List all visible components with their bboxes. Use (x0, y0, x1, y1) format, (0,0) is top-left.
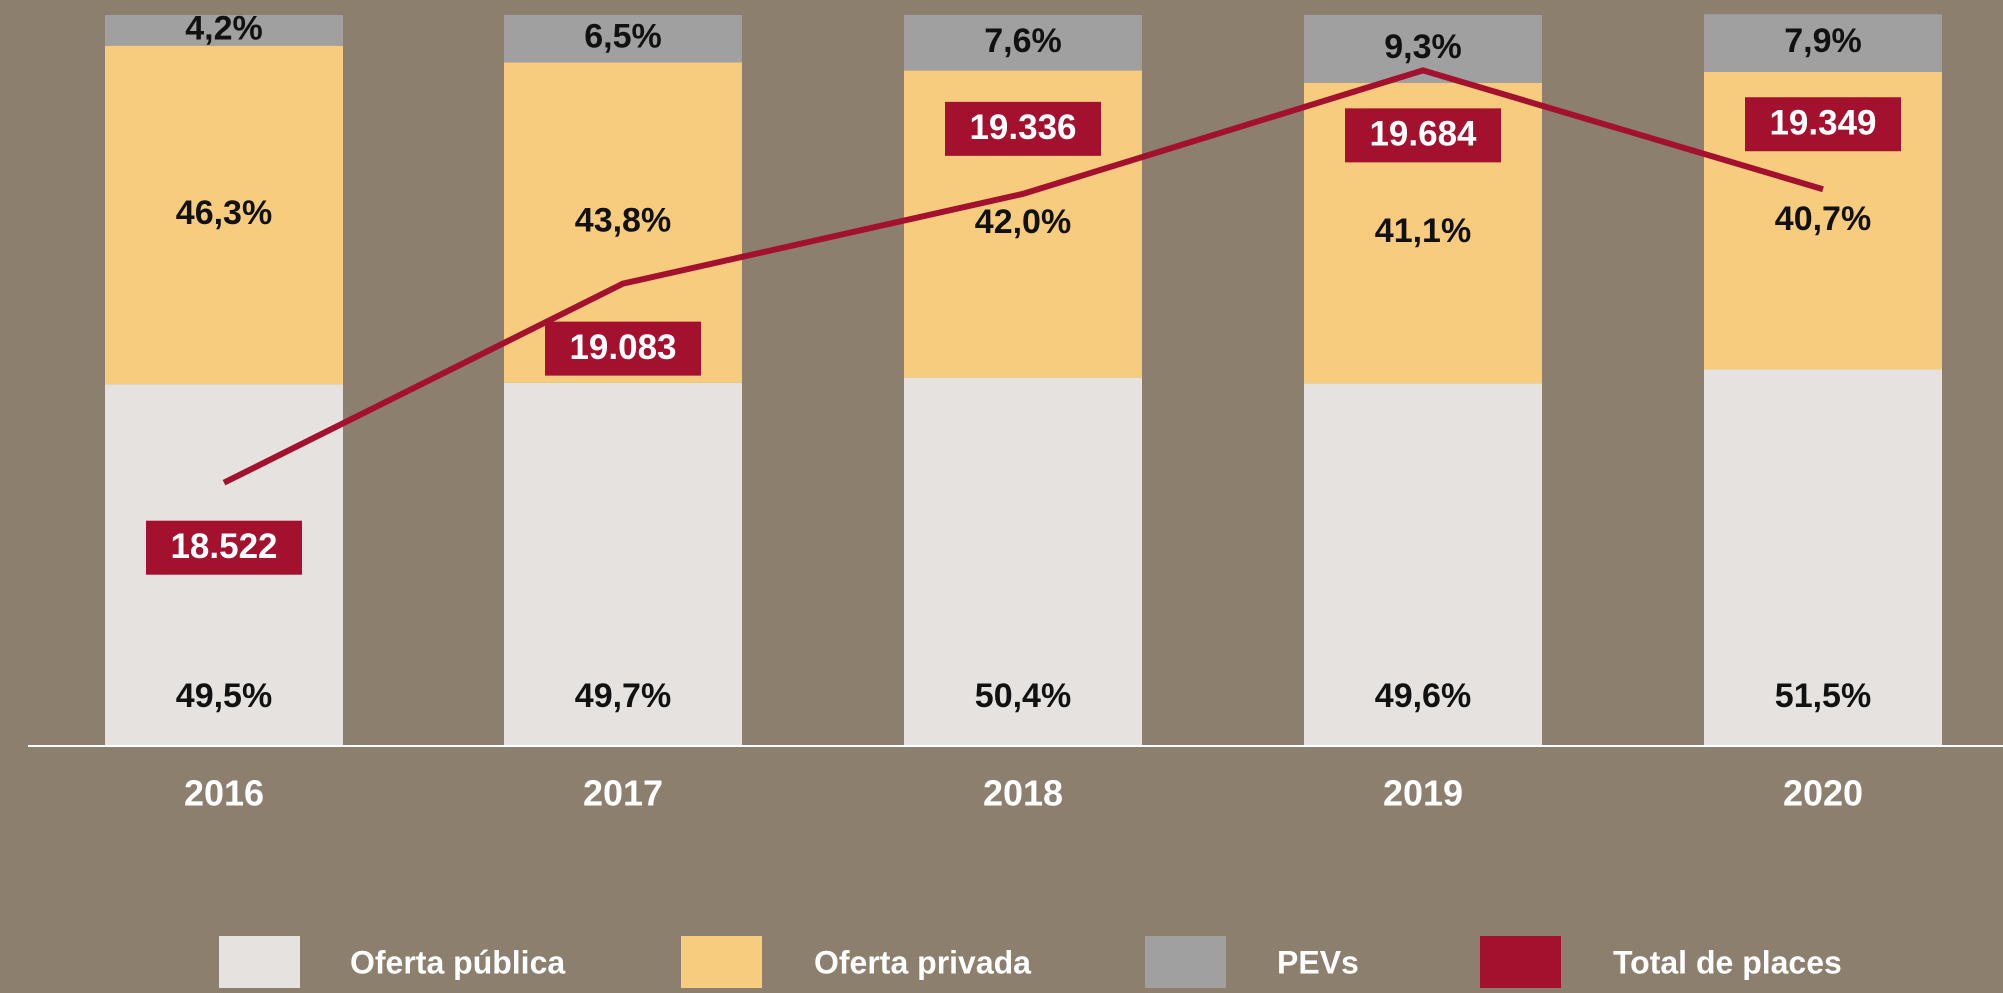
line-series (222, 67, 1824, 486)
legend-label: PEVs (1277, 944, 1359, 980)
bar-segment (1704, 369, 1942, 746)
value-label: 49,6% (1375, 677, 1471, 715)
total-label: 19.349 (1769, 103, 1876, 142)
bar-segment (1304, 383, 1542, 746)
bar-segment (105, 15, 343, 46)
bar-segment (904, 15, 1142, 71)
legend-label: Oferta privada (814, 944, 1031, 980)
legend-swatch (219, 936, 300, 988)
value-label: 42,0% (975, 203, 1071, 241)
legend-swatch (681, 936, 762, 988)
bar-segment (504, 15, 742, 63)
total-label: 19.684 (1369, 115, 1477, 154)
total-label-box (1345, 108, 1501, 163)
x-tick-label: 2016 (184, 773, 264, 814)
value-label: 9,3% (1384, 28, 1462, 66)
legend-swatch (1480, 936, 1561, 988)
legend-label: Total de places (1613, 944, 1842, 980)
x-tick-label: 2019 (1383, 773, 1463, 814)
total-label-box (146, 520, 302, 575)
bar-segment (504, 382, 742, 746)
bar-segment (1704, 14, 1942, 73)
legend-label: Oferta pública (350, 944, 565, 980)
value-label: 6,5% (584, 18, 662, 56)
x-tick-label: 2020 (1783, 773, 1863, 814)
value-label: 49,7% (575, 677, 671, 715)
total-label: 18.522 (170, 527, 277, 566)
value-label: 7,6% (984, 22, 1062, 60)
x-tick-label: 2018 (983, 773, 1063, 814)
bar-segment (904, 377, 1142, 746)
legend-swatch (1145, 936, 1226, 988)
value-label: 46,3% (176, 194, 272, 232)
total-label-box (545, 321, 701, 376)
total-label-box (1745, 97, 1901, 152)
value-label: 7,9% (1784, 22, 1862, 60)
value-label: 49,5% (176, 677, 272, 715)
value-label: 41,1% (1375, 212, 1471, 250)
value-label: 4,2% (185, 9, 263, 47)
total-label-box (945, 101, 1101, 156)
total-label: 19.083 (569, 328, 676, 367)
bar-segment (105, 45, 343, 385)
value-label: 51,5% (1775, 677, 1871, 715)
value-label: 40,7% (1775, 200, 1871, 238)
value-label: 50,4% (975, 677, 1071, 715)
total-label: 19.336 (969, 108, 1076, 147)
x-tick-label: 2017 (583, 773, 663, 814)
value-label: 43,8% (575, 202, 671, 240)
